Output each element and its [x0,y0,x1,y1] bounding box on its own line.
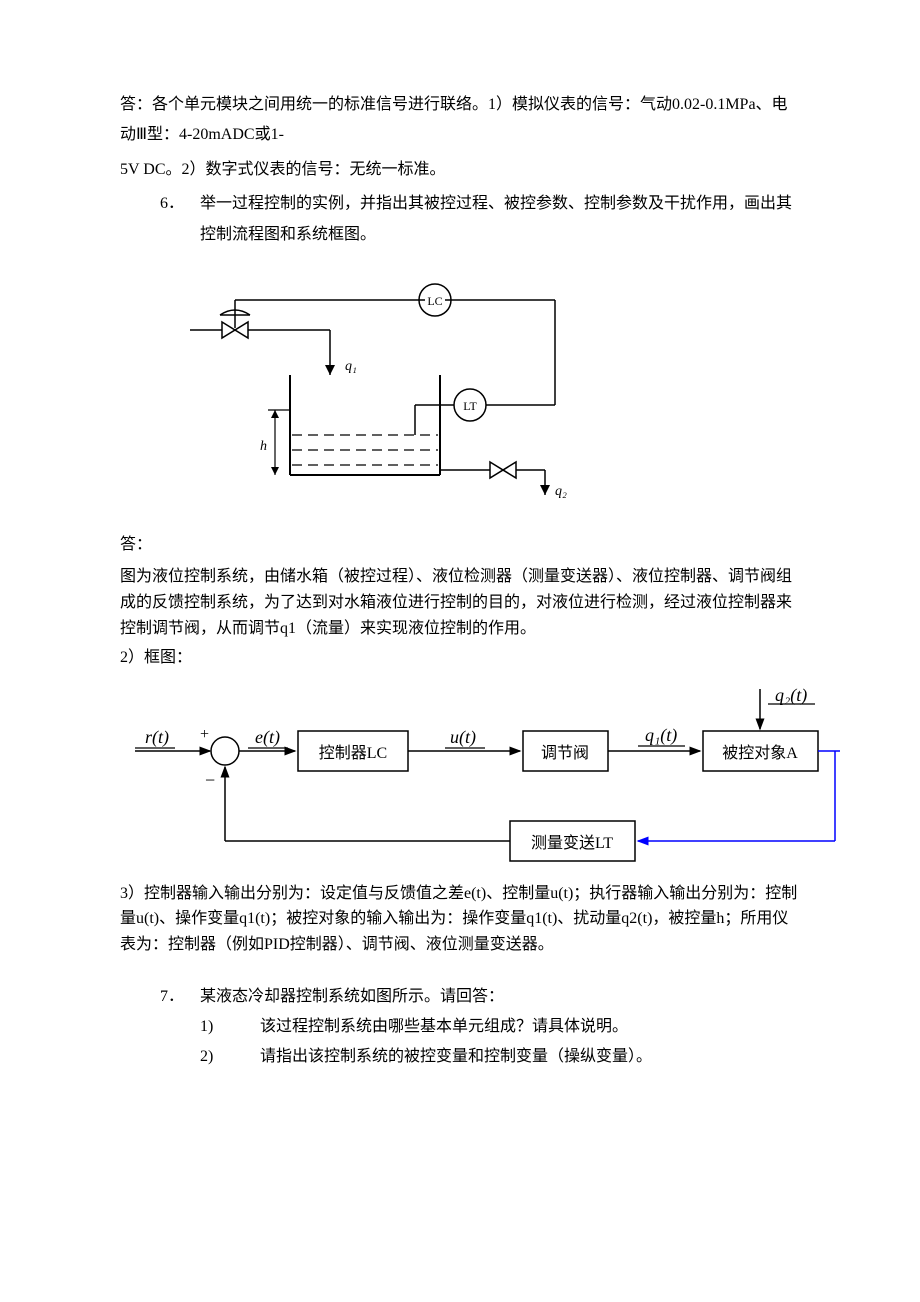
question-6-number: 6． [160,189,200,250]
question-7-number: 7． [160,982,200,1012]
lc-label: LC [427,294,442,308]
question-7-1-number: 1) [200,1012,260,1042]
signal-e: e(t) [255,727,280,748]
level-control-svg: LC LT q₁ [180,260,600,520]
answer-paragraph-4: 2）框图： [120,645,800,671]
signal-q1: q₁(t) [645,725,677,746]
question-7-sub-1: 1) 该过程控制系统由哪些基本单元组成？请具体说明。 [120,1012,800,1042]
minus-sign: − [205,770,215,790]
question-7-sub-2: 2) 请指出该控制系统的被控变量和控制变量（操纵变量）。 [120,1042,800,1072]
sensor-label: 测量变送LT [531,834,613,852]
q2-label: q₂ [555,484,567,499]
signal-q2: q₂(t) [775,685,807,706]
question-7-2-number: 2) [200,1042,260,1072]
lt-label: LT [463,399,477,413]
question-7-2-text: 请指出该控制系统的被控变量和控制变量（操纵变量）。 [260,1042,652,1072]
answer-paragraph-2: 5V DC。2）数字式仪表的信号：无统一标准。 [120,155,800,185]
answer-paragraph-3: 图为液位控制系统，由储水箱（被控过程）、液位检测器（测量变送器）、液位控制器、调… [120,564,800,641]
controller-label: 控制器LC [319,744,387,762]
plant-label: 被控对象A [722,744,798,762]
question-7: 7． 某液态冷却器控制系统如图所示。请回答： [120,982,800,1012]
valve-label: 调节阀 [541,744,589,762]
summing-junction [211,737,239,765]
block-diagram-svg: r(t) + − e(t) 控制器LC u(t) 调节阀 q₁(t) [100,681,840,871]
question-6-text: 举一过程控制的实例，并指出其被控过程、被控参数、控制参数及干扰作用，画出其控制流… [200,189,800,250]
answer-paragraph-1: 答：各个单元模块之间用统一的标准信号进行联络。1）模拟仪表的信号：气动0.02-… [120,90,800,151]
q1-label: q₁ [345,359,357,374]
signal-u: u(t) [450,727,476,748]
diagram-block: r(t) + − e(t) 控制器LC u(t) 调节阀 q₁(t) [100,681,800,871]
answer-label: 答： [120,530,800,560]
answer-paragraph-5: 3）控制器输入输出分别为：设定值与反馈值之差e(t)、控制量u(t)；执行器输入… [120,881,800,958]
plus-sign: + [200,726,209,743]
document-page: 答：各个单元模块之间用统一的标准信号进行联络。1）模拟仪表的信号：气动0.02-… [0,0,920,1133]
question-6: 6． 举一过程控制的实例，并指出其被控过程、被控参数、控制参数及干扰作用，画出其… [120,189,800,250]
diagram-level-control: LC LT q₁ [120,260,800,520]
signal-r: r(t) [145,727,169,748]
h-label: h [260,439,267,454]
question-7-text: 某液态冷却器控制系统如图所示。请回答： [200,982,504,1012]
question-7-1-text: 该过程控制系统由哪些基本单元组成？请具体说明。 [260,1012,628,1042]
